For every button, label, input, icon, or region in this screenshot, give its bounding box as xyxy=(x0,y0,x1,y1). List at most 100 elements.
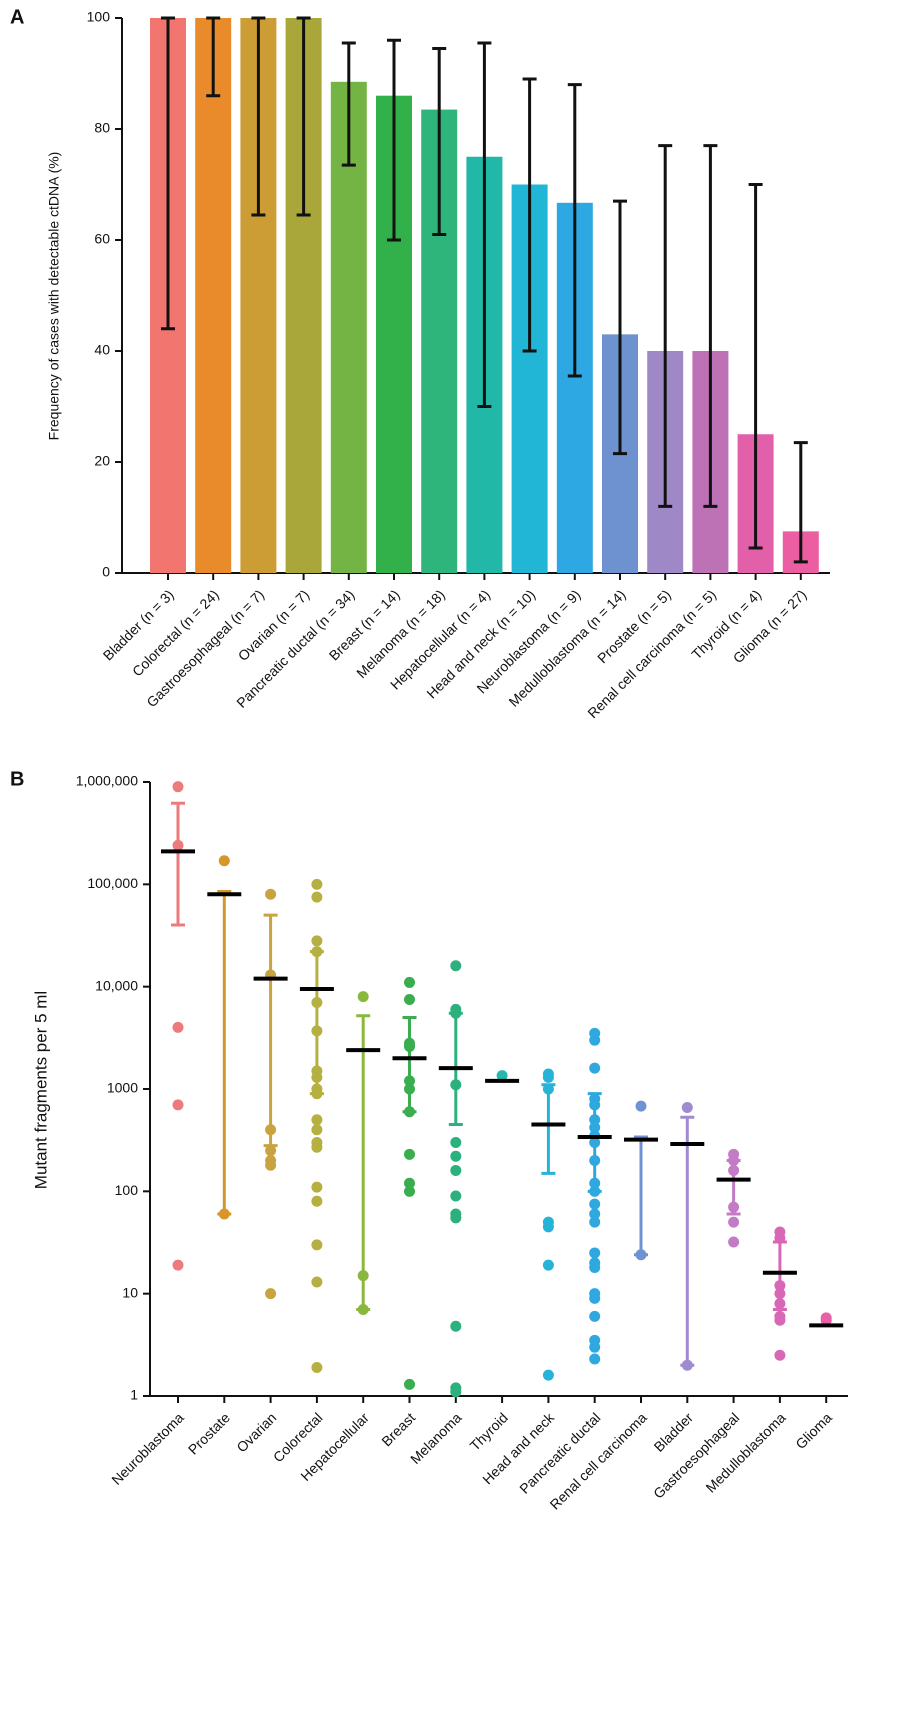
y-tick-label: 60 xyxy=(94,231,110,247)
error-bar xyxy=(541,1083,556,1175)
x-tick-label: Prostate xyxy=(185,1409,233,1457)
data-point xyxy=(589,1114,601,1126)
panel-label: B xyxy=(10,768,24,790)
data-point xyxy=(357,1304,369,1316)
error-bar xyxy=(703,144,718,508)
error-bar xyxy=(251,16,266,217)
data-point xyxy=(589,1137,601,1149)
data-point xyxy=(450,1164,462,1176)
data-point xyxy=(172,839,184,851)
data-point xyxy=(589,1292,601,1304)
error-bar xyxy=(263,913,278,1148)
y-tick-label: 0 xyxy=(102,564,110,580)
data-point xyxy=(404,1378,415,1390)
data-point xyxy=(774,1314,786,1326)
x-tick-label: Thyroid xyxy=(467,1409,511,1453)
error-bar xyxy=(613,199,627,456)
error-bar xyxy=(658,144,673,508)
error-bar xyxy=(171,801,185,927)
data-point xyxy=(311,1276,323,1288)
data-point xyxy=(311,1239,323,1251)
error-bar xyxy=(793,441,808,564)
y-axis-label: Frequency of cases with detectable ctDNA… xyxy=(46,152,62,441)
data-point xyxy=(450,1079,462,1091)
data-point xyxy=(589,1185,601,1197)
data-point xyxy=(681,1101,693,1113)
error-bar xyxy=(387,38,401,242)
error-bar xyxy=(161,16,175,331)
data-point xyxy=(589,1062,601,1074)
y-tick-label: 1000 xyxy=(107,1080,138,1096)
error-bar xyxy=(217,890,232,1216)
error-bar xyxy=(402,1015,417,1114)
data-point xyxy=(357,1270,369,1282)
bar xyxy=(195,18,232,573)
data-point xyxy=(542,1083,554,1095)
data-point xyxy=(265,1124,277,1136)
data-point xyxy=(311,1071,323,1083)
error-bar xyxy=(680,1115,695,1367)
x-tick-label: Melanoma xyxy=(407,1409,465,1467)
data-point xyxy=(265,1288,277,1300)
data-point xyxy=(450,1320,462,1332)
y-tick-label: 1 xyxy=(130,1387,138,1403)
data-point xyxy=(589,1099,601,1111)
data-point xyxy=(589,1216,601,1228)
data-point xyxy=(311,997,323,1009)
data-point xyxy=(311,1181,323,1193)
data-point xyxy=(311,1025,323,1037)
x-tick-label: Bladder xyxy=(651,1409,697,1455)
data-point xyxy=(728,1201,740,1213)
data-point xyxy=(589,1247,601,1259)
data-point xyxy=(404,1106,415,1118)
x-tick-label: Medulloblastoma xyxy=(702,1409,788,1495)
error-bar xyxy=(567,83,582,378)
y-axis-label: Mutant fragments per 5 ml xyxy=(31,991,50,1189)
data-point xyxy=(311,935,323,947)
data-point xyxy=(265,1159,277,1171)
data-point xyxy=(681,1359,693,1371)
data-point xyxy=(450,1386,462,1398)
data-point xyxy=(728,1216,740,1228)
error-bar xyxy=(748,183,763,550)
x-tick-label: Neuroblastoma xyxy=(108,1409,187,1488)
data-point xyxy=(450,1137,462,1149)
data-point xyxy=(311,1114,323,1126)
data-point xyxy=(450,1007,462,1019)
data-point xyxy=(450,960,462,972)
data-point xyxy=(589,1155,601,1167)
data-point xyxy=(265,1145,277,1157)
y-tick-label: 10 xyxy=(122,1284,138,1300)
data-point xyxy=(774,1349,786,1361)
data-point xyxy=(589,1208,601,1220)
data-point xyxy=(774,1288,786,1300)
data-point xyxy=(311,1361,323,1373)
y-tick-label: 20 xyxy=(94,453,110,469)
x-tick-label: Ovarian xyxy=(233,1409,279,1455)
data-point xyxy=(589,1341,601,1353)
x-tick-label: Glioma xyxy=(792,1409,835,1452)
error-bar xyxy=(341,41,356,167)
data-point xyxy=(728,1155,740,1167)
data-point xyxy=(404,1148,415,1160)
y-tick-label: 100,000 xyxy=(87,875,138,891)
data-point xyxy=(404,1075,415,1087)
error-bar xyxy=(522,77,537,353)
x-tick-label: Breast xyxy=(378,1409,418,1449)
data-point xyxy=(404,993,415,1005)
y-tick-label: 100 xyxy=(87,9,111,25)
data-point xyxy=(311,1124,323,1136)
y-tick-label: 80 xyxy=(94,120,110,136)
data-point xyxy=(774,1298,786,1310)
data-point xyxy=(496,1070,508,1082)
data-point xyxy=(218,1208,230,1220)
data-point xyxy=(542,1221,554,1233)
data-point xyxy=(542,1071,554,1083)
data-point xyxy=(589,1353,601,1365)
error-bar xyxy=(296,16,311,217)
data-point xyxy=(728,1236,740,1248)
data-point xyxy=(404,976,415,988)
data-point xyxy=(404,1185,415,1197)
x-tick-label: Gastroesophageal xyxy=(650,1409,742,1501)
error-bar xyxy=(477,41,492,408)
